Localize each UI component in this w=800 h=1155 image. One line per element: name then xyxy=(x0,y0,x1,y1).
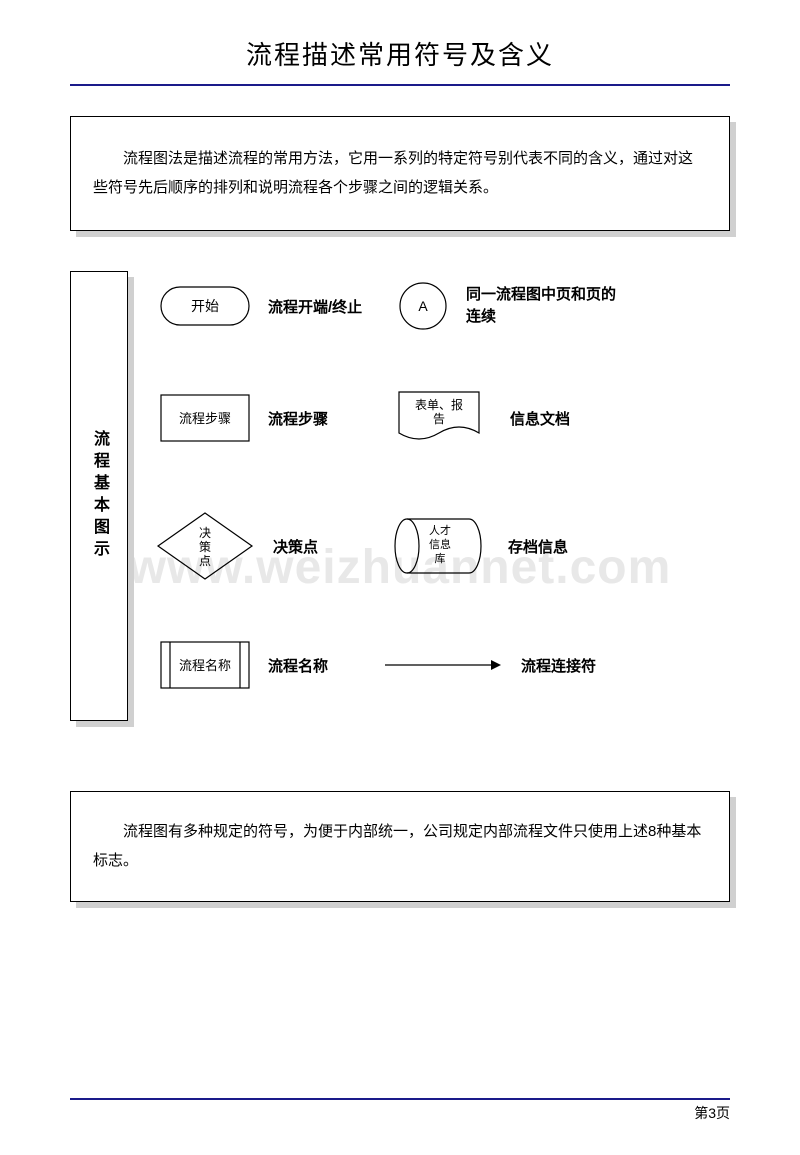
row-decision-database: 决 策 点 决策点 人才 信息 库 存档信息 xyxy=(160,511,730,581)
connector-label: 同一流程图中页和页的连续 xyxy=(466,284,626,329)
title-underline xyxy=(70,84,730,86)
page-title: 流程描述常用符号及含义 xyxy=(0,0,800,84)
note-text: 流程图有多种规定的符号，为便于内部统一，公司规定内部流程文件只使用上述8种基本标… xyxy=(93,818,707,875)
decision-shape: 决 策 点 xyxy=(155,511,255,581)
diagram-area: 流程基本图示 开始 流程开端/终止 A 同一流程图中页和页的连续 流程步骤 流程… xyxy=(70,261,730,761)
note-box: 流程图有多种规定的符号，为便于内部统一，公司规定内部流程文件只使用上述8种基本标… xyxy=(70,791,730,902)
svg-text:流程名称: 流程名称 xyxy=(179,658,231,673)
predefined-shape: 流程名称 xyxy=(160,641,250,689)
footer-line xyxy=(70,1098,730,1100)
process-shape: 流程步骤 xyxy=(160,394,250,442)
terminator-shape: 开始 xyxy=(160,286,250,326)
svg-text:点: 点 xyxy=(199,554,211,568)
svg-text:人才: 人才 xyxy=(429,523,451,537)
svg-text:A: A xyxy=(418,298,428,314)
terminator-label: 流程开端/终止 xyxy=(268,296,378,317)
svg-text:策: 策 xyxy=(199,540,211,554)
svg-text:开始: 开始 xyxy=(191,298,219,314)
arrow-shape xyxy=(383,655,503,675)
svg-text:表单、报: 表单、报 xyxy=(415,397,463,412)
intro-text: 流程图法是描述流程的常用方法，它用一系列的特定符号别代表不同的含义，通过对这些符… xyxy=(93,145,707,202)
svg-text:信息: 信息 xyxy=(429,537,451,551)
sidebar-label: 流程基本图示 xyxy=(87,430,111,562)
intro-box: 流程图法是描述流程的常用方法，它用一系列的特定符号别代表不同的含义，通过对这些符… xyxy=(70,116,730,231)
predefined-label: 流程名称 xyxy=(268,655,378,676)
svg-text:决: 决 xyxy=(199,526,211,540)
document-label: 信息文档 xyxy=(510,408,570,429)
connector-shape: A xyxy=(398,281,448,331)
sidebar-box: 流程基本图示 xyxy=(70,271,128,721)
svg-text:流程步骤: 流程步骤 xyxy=(179,411,231,426)
decision-label: 决策点 xyxy=(273,536,378,557)
svg-text:库: 库 xyxy=(435,552,446,565)
page-number: 第3页 xyxy=(694,1103,730,1123)
svg-text:告: 告 xyxy=(433,412,445,426)
database-shape: 人才 信息 库 xyxy=(393,517,483,575)
row-terminator-connector: 开始 流程开端/终止 A 同一流程图中页和页的连续 xyxy=(160,281,730,331)
row-predefined-arrow: 流程名称 流程名称 流程连接符 xyxy=(160,641,730,689)
arrow-label: 流程连接符 xyxy=(521,655,596,676)
document-shape: 表单、报 告 xyxy=(398,391,480,445)
database-label: 存档信息 xyxy=(508,536,568,557)
process-label: 流程步骤 xyxy=(268,408,378,429)
row-process-document: 流程步骤 流程步骤 表单、报 告 信息文档 xyxy=(160,391,730,445)
